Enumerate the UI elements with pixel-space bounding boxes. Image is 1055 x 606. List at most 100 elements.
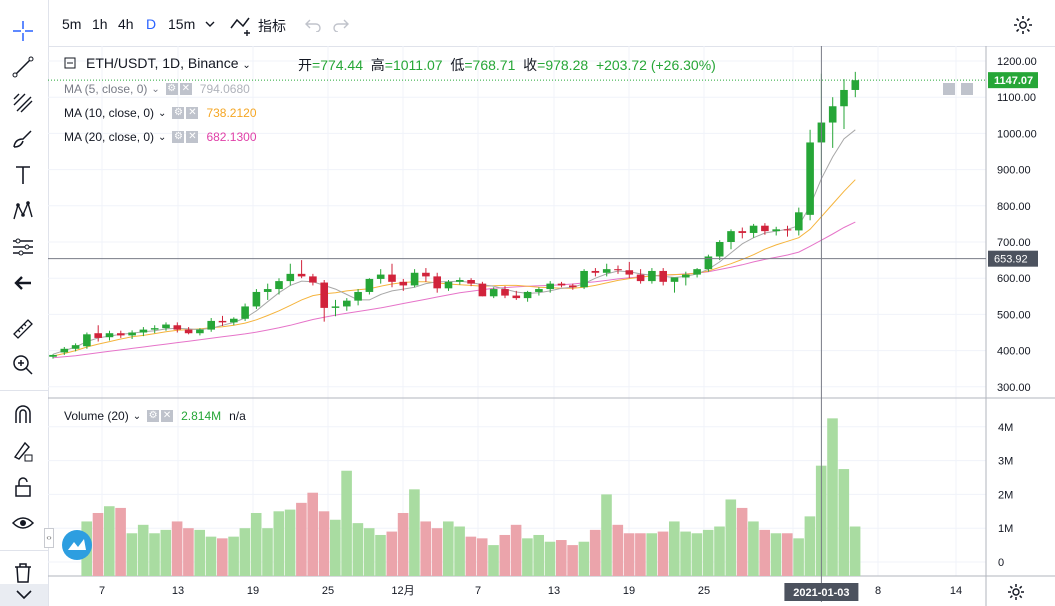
crosshair-icon[interactable] bbox=[8, 16, 38, 46]
volume-bar bbox=[748, 521, 759, 576]
arrow-left-icon[interactable] bbox=[8, 268, 38, 298]
candle-body bbox=[117, 333, 125, 336]
volume-bar bbox=[476, 538, 488, 576]
candle-body bbox=[94, 333, 102, 338]
candle-body bbox=[636, 274, 645, 282]
timeframe-1h[interactable]: 1h bbox=[92, 16, 108, 32]
trend-line-icon[interactable] bbox=[8, 52, 38, 82]
indicators-button[interactable]: 指标 bbox=[258, 18, 286, 34]
close-icon[interactable]: ✕ bbox=[186, 131, 199, 143]
volume-bar bbox=[533, 534, 544, 576]
timeframe-1d[interactable]: D bbox=[146, 16, 157, 32]
chevron-down-icon[interactable]: ⌄ bbox=[158, 131, 167, 143]
price-chart[interactable]: 1200.00 1100.00 1000.00 900.00 800.00 700.00 6… bbox=[48, 46, 1055, 606]
candle-body bbox=[693, 269, 701, 275]
collapse-sidebar-button[interactable] bbox=[0, 584, 48, 606]
chevron-down-icon[interactable]: ⌄ bbox=[242, 60, 251, 71]
axis-settings-gear-icon[interactable] bbox=[1006, 582, 1026, 602]
price-tick-label: 300.00 bbox=[997, 382, 1031, 394]
symbol-legend[interactable]: ETH/USDT, 1D, Binance ⌄ bbox=[86, 55, 251, 71]
volume-legend[interactable]: Volume (20) ⌄ ⚙ ✕ 2.814M n/a bbox=[64, 409, 246, 423]
chevron-down-icon[interactable]: ⌄ bbox=[151, 83, 160, 95]
time-tick-label: 19 bbox=[623, 585, 635, 597]
volume-bar bbox=[307, 492, 318, 576]
text-icon[interactable] bbox=[8, 160, 38, 190]
zoom-in-icon[interactable] bbox=[8, 350, 38, 380]
settings-gear-icon[interactable] bbox=[1012, 14, 1034, 36]
candle-body bbox=[648, 270, 656, 282]
volume-bar bbox=[250, 512, 262, 576]
open-label: 开 bbox=[298, 57, 312, 73]
candle-body bbox=[252, 291, 261, 307]
volume-bar bbox=[827, 418, 838, 576]
timeframe-4h[interactable]: 4h bbox=[118, 16, 134, 32]
settings-icon[interactable]: ⚙ bbox=[172, 107, 185, 119]
candle-body bbox=[580, 270, 588, 288]
forecast-icon[interactable] bbox=[8, 232, 38, 262]
scroll-up-icon[interactable] bbox=[943, 83, 955, 95]
candle-body bbox=[625, 270, 634, 275]
volume-bar bbox=[782, 533, 793, 576]
scroll-down-icon[interactable] bbox=[961, 83, 973, 95]
redo-icon[interactable] bbox=[332, 16, 350, 32]
close-icon[interactable]: ✕ bbox=[179, 83, 192, 95]
ma10-value: 738.2120 bbox=[206, 106, 257, 120]
timeframe-15m[interactable]: 15m bbox=[168, 16, 196, 32]
chevron-down-icon[interactable]: ⌄ bbox=[158, 107, 167, 119]
time-axis: 7 13 19 25 12月 7 13 19 25 8 14 2021-01-03 bbox=[99, 583, 962, 601]
close-icon[interactable]: ✕ bbox=[161, 410, 174, 422]
candle-body bbox=[162, 324, 170, 329]
candle-body bbox=[795, 212, 803, 231]
candle-body bbox=[501, 289, 509, 296]
collapse-legend-icon[interactable] bbox=[64, 57, 76, 69]
timeframe-5m[interactable]: 5m bbox=[62, 16, 82, 32]
candle-body bbox=[783, 229, 792, 231]
candle-body bbox=[49, 354, 57, 357]
volume-bar bbox=[770, 533, 782, 576]
time-tick-label: 25 bbox=[322, 585, 334, 597]
volume-bar bbox=[239, 528, 251, 576]
volume-bar bbox=[205, 536, 217, 576]
close-icon[interactable]: ✕ bbox=[186, 107, 199, 119]
chevron-down-icon[interactable]: ⌄ bbox=[132, 410, 142, 422]
settings-icon[interactable]: ⚙ bbox=[165, 83, 178, 95]
ma20-legend[interactable]: MA (20, close, 0) ⌄ ⚙ ✕ 682.1300 bbox=[64, 130, 257, 144]
candle-body bbox=[489, 289, 498, 297]
ruler-icon[interactable] bbox=[8, 314, 38, 344]
settings-icon[interactable]: ⚙ bbox=[147, 410, 160, 422]
time-tick-label: 7 bbox=[475, 585, 481, 597]
magnet-icon[interactable] bbox=[8, 400, 38, 430]
low-label: 低 bbox=[450, 57, 465, 73]
volume-bar bbox=[420, 521, 431, 576]
expand-handle[interactable]: ‹› bbox=[44, 528, 54, 548]
eye-icon[interactable] bbox=[8, 508, 38, 538]
settings-icon[interactable]: ⚙ bbox=[172, 131, 185, 143]
volume-bar bbox=[341, 470, 352, 576]
unlock-icon[interactable] bbox=[8, 472, 38, 502]
volume-bar bbox=[578, 541, 590, 576]
candle-body bbox=[433, 276, 441, 289]
candle-body bbox=[207, 320, 215, 330]
volume-bar bbox=[171, 521, 183, 576]
pattern-icon[interactable] bbox=[8, 196, 38, 226]
lock-drawing-icon[interactable] bbox=[8, 436, 38, 466]
ma10-legend[interactable]: MA (10, close, 0) ⌄ ⚙ ✕ 738.2120 bbox=[64, 106, 257, 120]
volume-tick-label: 2M bbox=[998, 489, 1013, 501]
undo-icon[interactable] bbox=[304, 16, 322, 32]
volume-tick-label: 1M bbox=[998, 523, 1013, 535]
time-tick-label: 25 bbox=[698, 585, 710, 597]
crosshair-price-badge bbox=[988, 250, 1038, 267]
trash-icon[interactable] bbox=[8, 558, 38, 588]
indicators-icon[interactable] bbox=[229, 14, 255, 36]
chevron-down-icon[interactable] bbox=[204, 19, 216, 29]
candle-body bbox=[569, 285, 577, 288]
volume-bar bbox=[510, 524, 522, 576]
tradingview-logo-icon[interactable] bbox=[62, 530, 92, 560]
volume-bar bbox=[612, 524, 624, 576]
volume-bar bbox=[194, 529, 205, 576]
candle-body bbox=[60, 348, 69, 353]
ma5-legend[interactable]: MA (5, close, 0) ⌄ ⚙ ✕ 794.0680 bbox=[64, 82, 250, 96]
candle-body bbox=[727, 231, 735, 242]
brush-icon[interactable] bbox=[8, 124, 38, 154]
fib-icon[interactable] bbox=[8, 88, 38, 118]
